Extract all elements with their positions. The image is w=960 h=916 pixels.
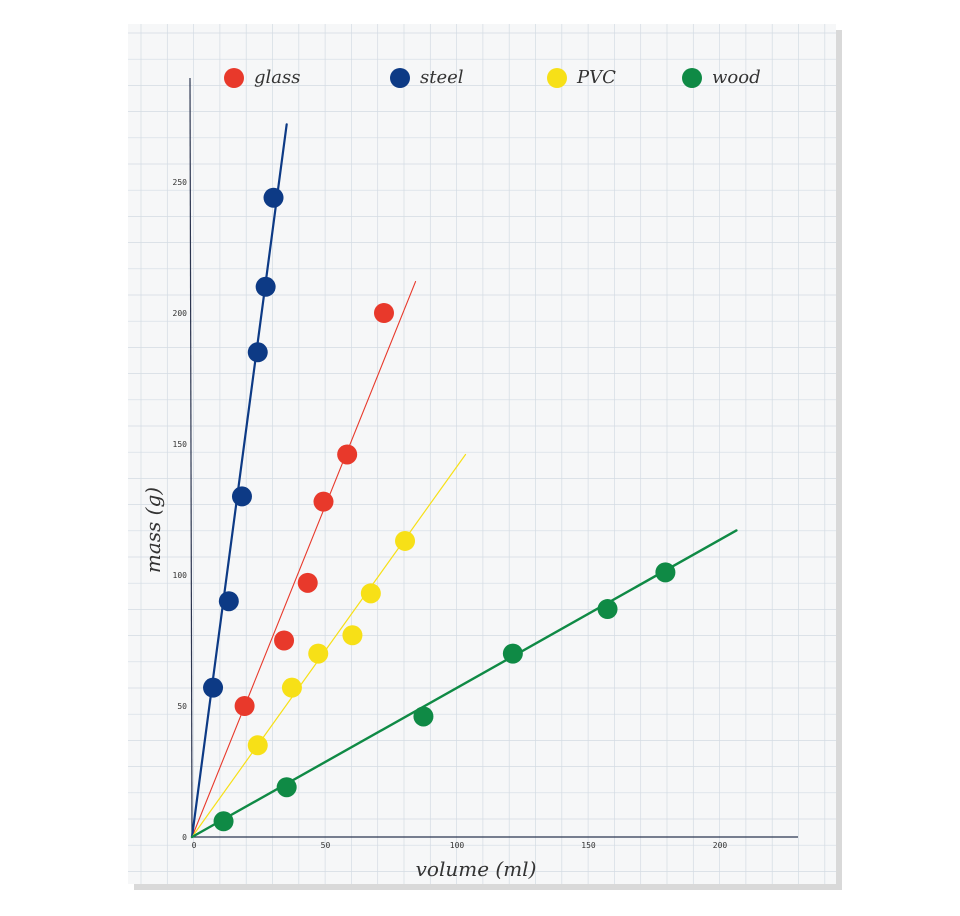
legend-swatch-wood <box>682 68 702 88</box>
point-wood <box>276 777 297 798</box>
point-pvc <box>281 677 302 698</box>
x-tick-label: 0 <box>192 841 197 850</box>
point-pvc <box>342 625 363 646</box>
x-tick-label: 150 <box>581 841 596 850</box>
point-steel <box>247 342 268 363</box>
y-axis-line <box>189 77 193 838</box>
point-pvc <box>308 643 329 664</box>
legend-label-pvc: PVC <box>576 67 616 88</box>
legend-swatch-pvc <box>547 68 567 88</box>
point-steel <box>218 591 239 612</box>
y-tick-label: 150 <box>173 440 188 449</box>
point-glass <box>234 696 255 716</box>
point-glass <box>313 491 334 512</box>
data-points <box>203 187 676 832</box>
y-tick-label: 200 <box>173 309 188 318</box>
trend-line-pvc <box>191 453 467 838</box>
point-glass <box>337 444 358 465</box>
point-glass <box>274 630 295 651</box>
legend-label-wood: wood <box>712 67 761 88</box>
point-wood <box>655 562 676 583</box>
point-wood <box>213 811 234 832</box>
point-steel <box>263 187 284 208</box>
trend-line-steel <box>190 123 288 839</box>
x-axis-title: volume (ml) <box>416 857 537 881</box>
legend-swatch-steel <box>390 68 410 88</box>
point-glass <box>373 303 394 323</box>
y-axis-title: mass (g) <box>141 487 165 573</box>
y-tick-label: 50 <box>177 702 187 711</box>
point-glass <box>297 572 318 593</box>
point-wood <box>597 599 618 620</box>
point-steel <box>231 486 252 507</box>
graph-paper <box>128 24 836 884</box>
point-pvc <box>395 530 416 551</box>
legend: glass steel PVC wood <box>224 67 761 88</box>
point-steel <box>255 276 276 297</box>
point-wood <box>413 706 434 727</box>
x-tick-label: 100 <box>450 841 465 850</box>
point-wood <box>502 643 523 664</box>
point-pvc <box>360 583 381 604</box>
y-tick-label: 100 <box>173 571 188 580</box>
legend-label-steel: steel <box>420 67 464 88</box>
legend-label-glass: glass <box>254 67 301 88</box>
axes: 0 50 100 150 200 0 50 100 150 200 250 <box>173 77 798 850</box>
y-tick-label: 250 <box>173 178 188 187</box>
trend-line-glass <box>191 281 417 838</box>
legend-swatch-glass <box>224 68 244 88</box>
x-tick-label: 200 <box>713 841 728 850</box>
x-tick-label: 50 <box>321 841 331 850</box>
point-pvc <box>247 735 268 756</box>
point-steel <box>203 677 224 698</box>
grid-lines <box>128 24 836 884</box>
y-tick-label: 0 <box>182 833 187 842</box>
